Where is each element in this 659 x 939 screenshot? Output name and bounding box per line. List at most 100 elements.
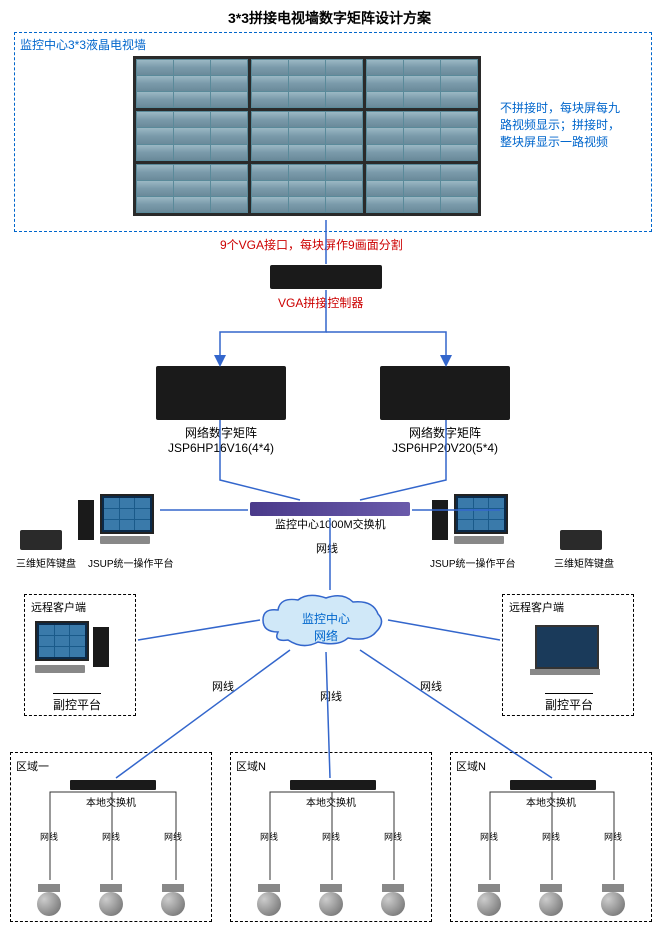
wall-cell bbox=[441, 76, 477, 91]
wire-cc: 网线 bbox=[320, 688, 342, 704]
vga-controller bbox=[270, 265, 382, 289]
wall-cell bbox=[137, 165, 173, 180]
wall-cell bbox=[404, 92, 440, 107]
wall-cell bbox=[289, 60, 325, 75]
wall-cell bbox=[404, 112, 440, 127]
wall-cell bbox=[367, 128, 403, 143]
wall-panel bbox=[251, 59, 363, 108]
ls-3-label: 本地交换机 bbox=[526, 794, 576, 809]
wall-panel bbox=[251, 111, 363, 160]
wall-cell bbox=[441, 112, 477, 127]
wall-cell bbox=[326, 197, 362, 212]
ls-1-label: 本地交换机 bbox=[86, 794, 136, 809]
w-r3-2: 网线 bbox=[542, 830, 560, 843]
pc-keyboard bbox=[100, 536, 150, 544]
rc-tower-l bbox=[93, 627, 109, 667]
wall-cell bbox=[367, 76, 403, 91]
wall-cell bbox=[252, 145, 288, 160]
wall-cell bbox=[367, 181, 403, 196]
wall-cell bbox=[441, 128, 477, 143]
wall-cell bbox=[289, 165, 325, 180]
wall-cell bbox=[252, 181, 288, 196]
dome-camera bbox=[160, 884, 186, 914]
wall-cell bbox=[289, 197, 325, 212]
wall-cell bbox=[137, 128, 173, 143]
wall-cell bbox=[211, 112, 247, 127]
wall-cell bbox=[174, 165, 210, 180]
rc-monitor-l bbox=[35, 621, 89, 661]
diagram-title: 3*3拼接电视墙数字矩阵设计方案 bbox=[0, 8, 659, 28]
jsup-right-label: JSUP统一操作平台 bbox=[430, 555, 516, 570]
jsup-left-label: JSUP统一操作平台 bbox=[88, 555, 174, 570]
wall-cell bbox=[326, 112, 362, 127]
pc-screen-r bbox=[458, 498, 504, 530]
pc-monitor-r bbox=[454, 494, 508, 534]
wall-panel bbox=[136, 59, 248, 108]
wall-cell bbox=[404, 128, 440, 143]
wall-panel bbox=[366, 59, 478, 108]
remote-client-right: 远程客户端 副控平台 bbox=[502, 594, 634, 716]
wall-cell bbox=[404, 145, 440, 160]
remote-label-r: 远程客户端 bbox=[509, 599, 564, 615]
wall-cell bbox=[137, 60, 173, 75]
wall-note: 不拼接时，每块屏每九路视频显示；拼接时，整块屏显示一路视频 bbox=[500, 100, 630, 150]
wall-cell bbox=[289, 181, 325, 196]
matrix-right-label: 网络数字矩阵 JSP6HP20V20(5*4) bbox=[370, 424, 520, 455]
pc-screen bbox=[104, 498, 150, 530]
wall-cell bbox=[326, 60, 362, 75]
pc-keyboard-r bbox=[454, 536, 504, 544]
wall-panel bbox=[366, 111, 478, 160]
wall-panel bbox=[251, 164, 363, 213]
sub-plat-r: 副控平台 bbox=[545, 693, 593, 713]
wall-cell bbox=[326, 92, 362, 107]
wall-panel bbox=[136, 111, 248, 160]
w-r2-3: 网线 bbox=[384, 830, 402, 843]
tv-wall-grid bbox=[133, 56, 481, 216]
wall-cell bbox=[174, 181, 210, 196]
vga-controller-label: VGA拼接控制器 bbox=[278, 294, 363, 311]
wall-cell bbox=[404, 197, 440, 212]
wall-cell bbox=[211, 60, 247, 75]
wall-cell bbox=[252, 197, 288, 212]
rc-kb-l bbox=[35, 665, 85, 673]
core-switch-label: 监控中心1000M交换机 bbox=[275, 516, 386, 532]
wall-cell bbox=[367, 197, 403, 212]
region-1-label: 区域一 bbox=[16, 758, 49, 774]
wall-cell bbox=[211, 165, 247, 180]
rc-screen-l bbox=[39, 625, 85, 657]
wall-cell bbox=[174, 76, 210, 91]
wall-cell bbox=[174, 197, 210, 212]
wall-cell bbox=[137, 197, 173, 212]
w-r1-1: 网线 bbox=[40, 830, 58, 843]
wall-cell bbox=[367, 145, 403, 160]
wall-panel bbox=[366, 164, 478, 213]
rc-laptop bbox=[535, 625, 605, 675]
wire-label-1: 网线 bbox=[316, 540, 338, 556]
wall-cell bbox=[174, 128, 210, 143]
wall-cell bbox=[441, 165, 477, 180]
wall-cell bbox=[367, 112, 403, 127]
pc-tower bbox=[78, 500, 94, 540]
rc-laptop-screen bbox=[535, 625, 599, 669]
wall-cell bbox=[137, 92, 173, 107]
remote-client-left: 远程客户端 副控平台 bbox=[24, 594, 136, 716]
wall-cell bbox=[252, 92, 288, 107]
wall-cell bbox=[137, 145, 173, 160]
wall-cell bbox=[174, 112, 210, 127]
core-switch bbox=[250, 502, 410, 516]
wall-cell bbox=[404, 181, 440, 196]
dome-camera bbox=[380, 884, 406, 914]
wall-cell bbox=[137, 112, 173, 127]
wall-cell bbox=[211, 128, 247, 143]
wall-cell bbox=[174, 145, 210, 160]
wire-rc: 网线 bbox=[420, 678, 442, 694]
w-r3-3: 网线 bbox=[604, 830, 622, 843]
w-r3-1: 网线 bbox=[480, 830, 498, 843]
dome-camera bbox=[98, 884, 124, 914]
kb3d-left bbox=[20, 530, 62, 550]
wall-cell bbox=[211, 197, 247, 212]
kb3d-left-label: 三维矩阵键盘 bbox=[16, 555, 76, 570]
pc-tower-r bbox=[432, 500, 448, 540]
cloud-network: 监控中心网络 bbox=[258, 592, 388, 652]
wall-cell bbox=[404, 76, 440, 91]
